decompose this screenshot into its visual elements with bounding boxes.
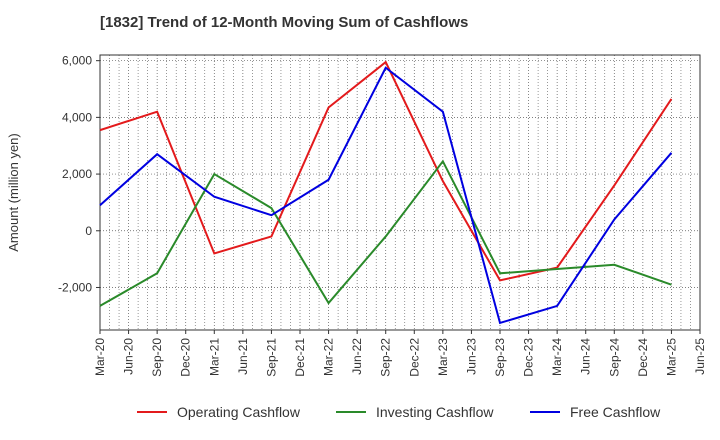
chart-plot: -2,000 0 2,000 4,000 6,000 Mar-20 Jun-20 Sep-20…	[6, 54, 707, 377]
y-tick-label: 4,000	[62, 110, 92, 124]
chart-title: [1832] Trend of 12-Month Moving Sum of C…	[100, 14, 469, 31]
x-tick-label: Sep-21	[264, 338, 278, 377]
y-tick-label: 0	[85, 224, 92, 238]
y-tick-label: -2,000	[58, 280, 92, 294]
x-tick-label: Mar-25	[664, 338, 678, 376]
y-tick-label: 6,000	[62, 54, 92, 68]
plot-frame	[99, 54, 701, 331]
plot-area	[100, 55, 700, 330]
x-tick-label: Jun-24	[579, 338, 593, 375]
x-tick-label: Mar-22	[322, 338, 336, 376]
legend-item-free-cashflow: Free Cashflow	[530, 404, 660, 420]
x-tick-label: Mar-21	[207, 338, 221, 376]
legend-swatch-free-cashflow	[530, 411, 560, 413]
x-tick-label: Jun-20	[122, 338, 136, 375]
x-tick-label: Jun-23	[464, 338, 478, 375]
x-tick-label: Jun-25	[693, 338, 707, 375]
x-tick-label: Dec-24	[636, 338, 650, 377]
x-tick-label: Sep-22	[379, 338, 393, 377]
x-tick-label: Dec-22	[407, 338, 421, 377]
legend-item-investing-cashflow: Investing Cashflow	[336, 404, 494, 420]
x-tick-label: Jun-21	[236, 338, 250, 375]
legend-item-operating-cashflow: Operating Cashflow	[137, 404, 300, 420]
x-tick-label: Sep-24	[607, 338, 621, 377]
chart-legend: Operating Cashflow Investing Cashflow Fr…	[0, 404, 720, 426]
y-axis-label: Amount (million yen)	[6, 133, 21, 252]
x-tick-label: Dec-21	[293, 338, 307, 377]
legend-label-operating-cashflow: Operating Cashflow	[177, 404, 300, 420]
x-tick-label: Dec-23	[522, 338, 536, 377]
legend-label-investing-cashflow: Investing Cashflow	[376, 404, 494, 420]
x-tick-label: Jun-22	[350, 338, 364, 375]
x-tick-label: Mar-23	[436, 338, 450, 376]
x-tick-label: Sep-20	[150, 338, 164, 377]
y-tick-label: 2,000	[62, 167, 92, 181]
x-tick-label: Dec-20	[179, 338, 193, 377]
legend-swatch-investing-cashflow	[336, 411, 366, 413]
legend-label-free-cashflow: Free Cashflow	[570, 404, 661, 420]
legend-swatch-operating-cashflow	[137, 411, 167, 413]
x-tick-label: Sep-23	[493, 338, 507, 377]
x-tick-label: Mar-24	[550, 338, 564, 376]
x-tick-label: Mar-20	[93, 338, 107, 376]
